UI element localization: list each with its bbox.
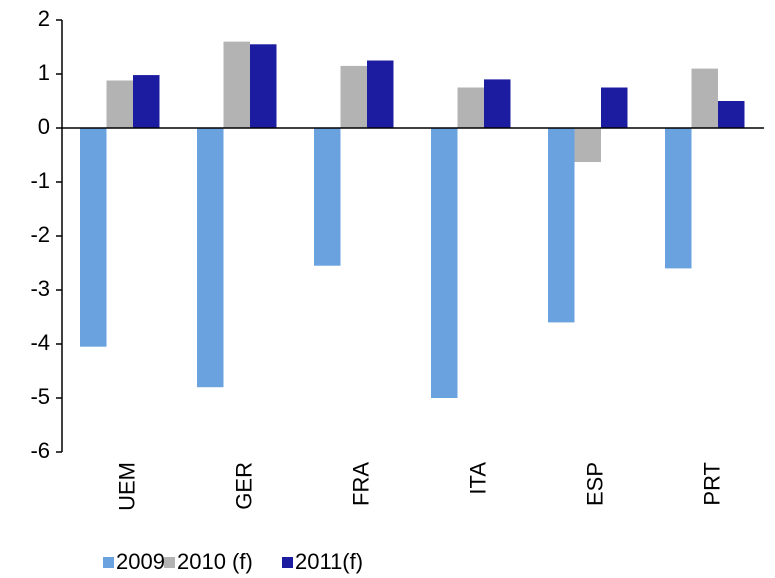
bar [665,128,692,269]
legend-swatch [164,557,175,568]
legend-label: 2010 (f) [177,549,253,574]
bar [314,128,341,266]
legend-swatch [282,557,293,568]
legend-label: 2011(f) [295,549,363,574]
bar [484,79,511,128]
bar [718,101,745,128]
bar [367,60,394,128]
bar [340,65,367,128]
bar [106,80,133,128]
legend-swatch [103,557,114,568]
bar [691,68,718,128]
y-tick-label: 2 [38,6,50,31]
x-tick-label: UEM [114,462,139,511]
bar [223,41,250,128]
x-tick-label: ITA [465,462,490,495]
y-tick-label: -5 [30,384,50,409]
bar [80,128,107,347]
legend-label: 2009 [116,549,165,574]
y-tick-label: 1 [38,60,50,85]
bar [548,128,575,323]
bar [197,128,224,388]
y-tick-label: -2 [30,222,50,247]
bar [133,75,160,128]
bar [250,44,277,128]
y-tick-label: -6 [30,438,50,463]
x-tick-label: GER [231,462,256,510]
bar [601,87,628,128]
bar [574,128,601,163]
x-tick-label: ESP [582,462,607,506]
y-tick-label: -1 [30,168,50,193]
y-tick-label: -3 [30,276,50,301]
x-tick-label: PRT [699,462,724,506]
bar [457,87,484,128]
x-tick-label: FRA [348,462,373,506]
y-tick-label: 0 [38,114,50,139]
bar [431,128,458,398]
y-tick-label: -4 [30,330,50,355]
